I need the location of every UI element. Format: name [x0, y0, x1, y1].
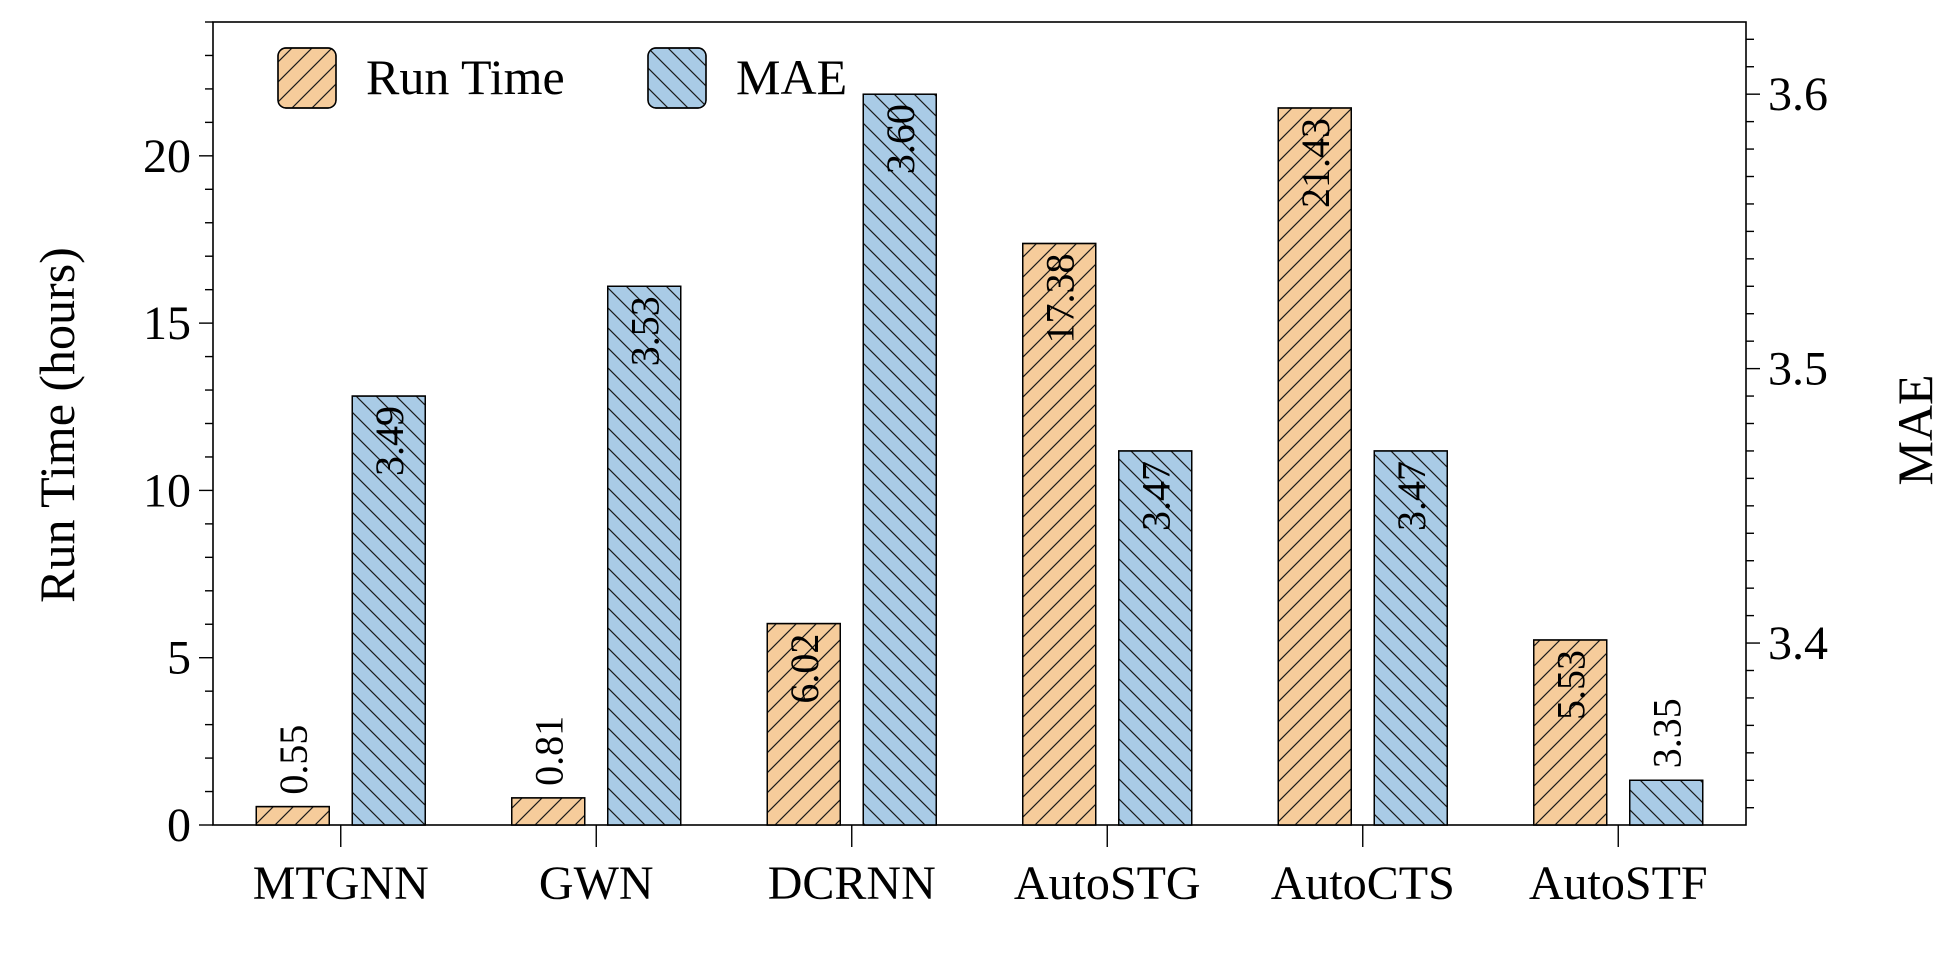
bars-group: [255, 93, 1704, 826]
x-tick-label-autostg: AutoSTG: [1014, 857, 1201, 910]
bar-run-time-dcrnn-hatch: [766, 622, 841, 826]
y2-tick-label: 3.6: [1768, 68, 1828, 121]
bar-label-mae-autostg: 3.47: [1133, 461, 1178, 531]
left-axis: 0 5 10 15 20: [143, 21, 213, 852]
bar-run-time-gwn-hatch: [511, 797, 586, 826]
plot-area: [212, 21, 1747, 826]
bar-mae-mtgnn-hatch: [351, 395, 426, 826]
y-tick-label: 0: [167, 799, 191, 852]
legend: Run Time MAE: [277, 47, 847, 109]
right-axis: 3.4 3.5 3.6: [1746, 38, 1828, 809]
bar-mae-autostg-hatch: [1118, 450, 1193, 826]
legend-label-run-time: Run Time: [366, 49, 565, 105]
bar-run-time-autostf-hatch: [1533, 639, 1608, 826]
bar-label-run-time-gwn: 0.81: [526, 716, 571, 786]
y-tick-label: 15: [143, 297, 191, 350]
legend-label-mae: MAE: [736, 49, 847, 105]
x-tick-label-autocts: AutoCTS: [1271, 857, 1455, 910]
y2-tick-label: 3.5: [1768, 343, 1828, 396]
x-tick-label-autostf: AutoSTF: [1529, 857, 1708, 910]
y2-tick-label: 3.4: [1768, 617, 1828, 670]
bar-label-mae-autocts: 3.47: [1389, 461, 1434, 531]
bar-label-run-time-autostf: 5.53: [1548, 650, 1593, 720]
bar-label-run-time-mtgnn: 0.55: [271, 725, 316, 795]
y2-axis-title: MAE: [1887, 374, 1943, 485]
x-tick-label-mtgnn: MTGNN: [253, 857, 429, 910]
legend-swatch-run-time-hatch: [277, 47, 337, 109]
bar-run-time-autocts-hatch: [1277, 107, 1352, 826]
bar-mae-dcrnn-hatch: [862, 93, 937, 826]
y-tick-label: 20: [143, 130, 191, 183]
x-tick-label-gwn: GWN: [539, 857, 654, 910]
plot-frame: [212, 21, 1747, 826]
bar-mae-autocts-hatch: [1373, 450, 1448, 826]
x-tick-label-dcrnn: DCRNN: [768, 857, 936, 910]
y-tick-label: 10: [143, 464, 191, 517]
bar-labels-group: 0.55 3.49 0.81 3.53 6.02 3.60 17.38 3.47 21.43 3.…: [271, 104, 1690, 794]
bar-run-time-autostg-hatch: [1022, 242, 1097, 826]
legend-swatch-mae-hatch: [647, 47, 707, 109]
bar-label-run-time-autocts: 21.43: [1293, 118, 1338, 208]
bar-label-mae-gwn: 3.53: [622, 296, 667, 366]
x-axis: MTGNN GWN DCRNN AutoSTG AutoCTS AutoSTF: [253, 825, 1708, 910]
y-tick-label: 5: [167, 632, 191, 685]
bar-label-run-time-autostg: 17.38: [1037, 253, 1082, 343]
y-axis-title: Run Time (hours): [29, 247, 85, 603]
bar-label-mae-mtgnn: 3.49: [367, 406, 412, 476]
bar-run-time-mtgnn-hatch: [255, 805, 330, 826]
bar-label-run-time-dcrnn: 6.02: [782, 634, 827, 704]
bar-label-mae-dcrnn: 3.60: [878, 104, 923, 174]
bar-label-mae-autostf: 3.35: [1644, 698, 1689, 768]
bar-mae-gwn-hatch: [607, 285, 682, 826]
bar-mae-autostf-hatch: [1629, 779, 1704, 826]
